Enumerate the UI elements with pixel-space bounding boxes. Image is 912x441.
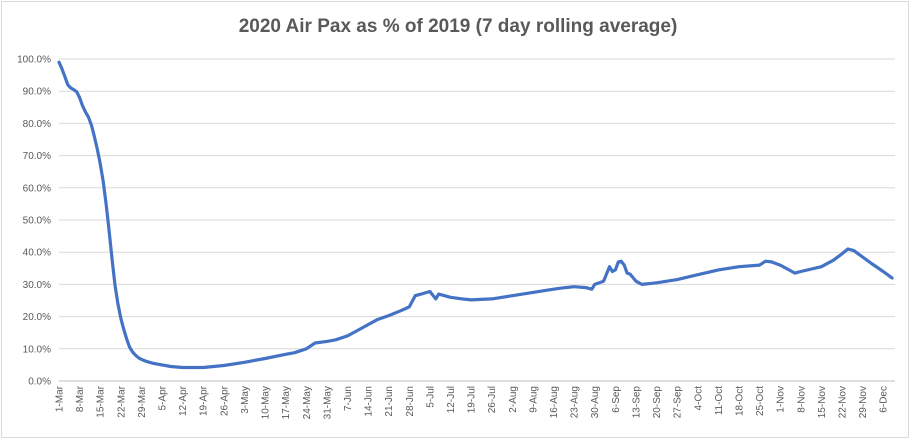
x-tick-label: 26-Apr (219, 385, 230, 416)
x-tick-label: 16-Aug (549, 386, 560, 418)
x-tick-label: 19-Apr (199, 385, 210, 416)
x-tick-label: 5-Apr (158, 385, 169, 410)
x-tick-label: 26-Jul (487, 386, 498, 413)
x-tick-label: 20-Sep (652, 386, 663, 419)
x-tick-label: 29-Nov (858, 386, 869, 418)
x-tick-label: 8-Mar (75, 385, 86, 412)
x-tick-label: 22-Nov (838, 386, 849, 418)
x-tick-label: 28-Jun (405, 386, 416, 417)
y-tick-label: 30.0% (23, 280, 51, 291)
y-tick-label: 80.0% (23, 119, 51, 130)
x-tick-label: 24-May (302, 386, 313, 419)
x-tick-label: 27-Sep (673, 386, 684, 419)
x-tick-label: 2-Aug (508, 386, 519, 413)
x-tick-label: 21-Jun (384, 386, 395, 417)
x-tick-label: 18-Oct (734, 386, 745, 416)
series-line (57, 60, 894, 370)
x-tick-label: 6-Sep (611, 386, 622, 413)
x-tick-label: 22-Mar (116, 385, 127, 417)
x-tick-label: 4-Oct (693, 386, 704, 411)
y-tick-label: 0.0% (28, 377, 51, 388)
y-tick-label: 20.0% (23, 312, 51, 323)
x-tick-label: 25-Oct (755, 386, 766, 416)
x-tick-label: 8-Nov (796, 386, 807, 413)
x-tick-label: 10-May (261, 386, 272, 419)
x-tick-label: 1-Mar (55, 385, 66, 412)
y-tick-label: 50.0% (23, 216, 51, 227)
x-tick-label: 13-Sep (631, 386, 642, 419)
x-tick-label: 12-Jul (446, 386, 457, 413)
x-tick-label: 9-Aug (528, 386, 539, 413)
y-tick-label: 100.0% (17, 55, 51, 66)
y-tick-label: 10.0% (23, 344, 51, 355)
x-tick-label: 11-Oct (714, 386, 725, 415)
x-tick-label: 1-Nov (776, 386, 787, 413)
x-tick-label: 3-May (240, 386, 251, 414)
x-tick-label: 14-Jun (364, 386, 375, 417)
y-tick-label: 90.0% (23, 87, 51, 98)
x-tick-label: 31-May (322, 386, 333, 419)
x-tick-label: 15-Nov (817, 386, 828, 418)
chart-title: 2020 Air Pax as % of 2019 (7 day rolling… (238, 16, 678, 37)
x-tick-label: 12-Apr (178, 385, 189, 416)
x-tick-label: 30-Aug (590, 386, 601, 418)
x-tick-label: 23-Aug (570, 386, 581, 418)
x-tick-label: 6-Dec (879, 386, 890, 413)
y-tick-label: 40.0% (23, 248, 51, 259)
x-tick-label: 5-Jul (425, 386, 436, 408)
x-tick-label: 7-Jun (343, 386, 354, 411)
x-tick-label: 29-Mar (137, 385, 148, 417)
x-tick-label: 19-Jul (467, 386, 478, 413)
y-tick-label: 70.0% (23, 151, 51, 162)
y-tick-label: 60.0% (23, 183, 51, 194)
x-tick-label: 17-May (281, 386, 292, 419)
x-tick-label: 15-Mar (96, 385, 107, 417)
